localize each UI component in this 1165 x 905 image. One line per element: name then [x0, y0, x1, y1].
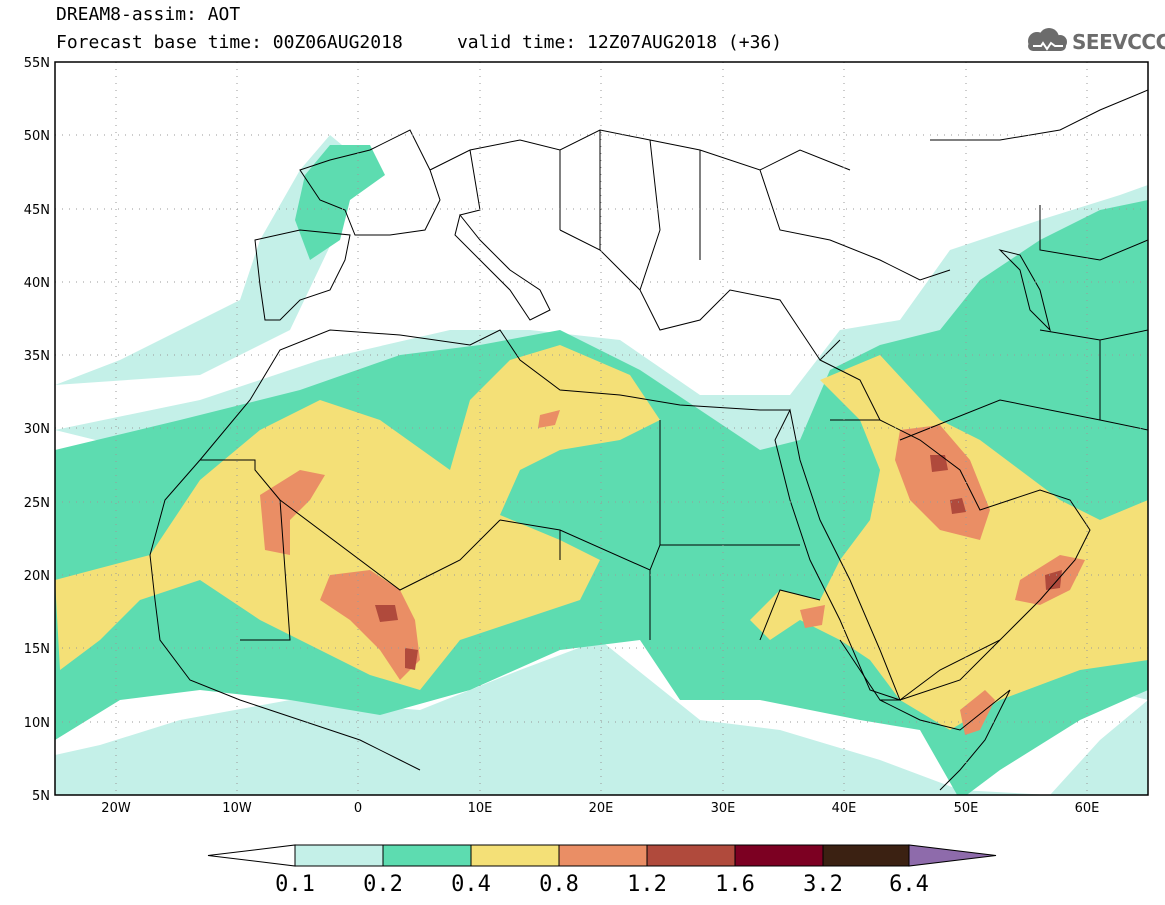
coastline-france [299, 129, 441, 236]
lat-tick-5n: 5N [32, 789, 50, 804]
colorbar-over-triangle [908, 844, 997, 867]
lat-tick-20n: 20N [24, 569, 50, 584]
lon-tick-10w: 10W [222, 801, 252, 816]
lon-tick-50e: 50E [954, 801, 979, 816]
lat-tick-50n: 50N [24, 129, 50, 144]
lat-tick-10n: 10N [24, 716, 50, 731]
lat-tick-25n: 25N [24, 496, 50, 511]
colorbar-label: 1.6 [715, 872, 755, 897]
colorbar-bin [646, 844, 736, 867]
coastline-balkans [559, 229, 841, 361]
lat-tick-15n: 15N [24, 642, 50, 657]
coastline-west-africa [149, 554, 421, 771]
lon-tick-labels: 20W 10W 0 10E 20E 30E 40E 50E 60E [101, 801, 1099, 816]
lon-tick-30e: 30E [711, 801, 736, 816]
lat-lon-grid [55, 62, 1148, 795]
forecast-base-time: Forecast base time: 00Z06AUG2018 [56, 32, 403, 53]
valid-time: valid time: 12Z07AUG2018 (+36) [456, 32, 783, 53]
aot-band-0.4 [55, 345, 1148, 730]
coastline-italy [454, 213, 551, 321]
time-info: Forecast base time: 00Z06AUG2018 valid t… [56, 33, 782, 53]
colorbar-label: 0.1 [275, 872, 315, 897]
colorbar-under-triangle [207, 844, 296, 867]
lon-tick-20w: 20W [101, 801, 131, 816]
border-central-asia [930, 89, 1148, 420]
colorbar-bin [294, 844, 384, 867]
colorbar-label: 3.2 [803, 872, 843, 897]
colorbar-bin [734, 844, 824, 867]
cloud-icon [1028, 28, 1067, 51]
lon-tick-40e: 40E [832, 801, 857, 816]
coastline-caspian [998, 249, 1051, 332]
map-outlines [149, 89, 1148, 791]
coastline-iberia [254, 229, 351, 321]
lat-tick-30n: 30N [24, 422, 50, 437]
colorbar-bin [558, 844, 648, 867]
lat-tick-55n: 55N [24, 56, 50, 71]
colorbar-bin [822, 844, 910, 867]
lat-tick-45n: 45N [24, 203, 50, 218]
border-east-africa [759, 359, 1148, 701]
lat-tick-labels: 55N 50N 45N 40N 35N 30N 25N 20N 15N 10N … [24, 56, 50, 804]
coastline-north-africa [149, 329, 790, 556]
colorbar-label: 6.4 [889, 872, 929, 897]
lon-tick-20e: 20E [589, 801, 614, 816]
colorbar-label: 1.2 [627, 872, 667, 897]
colorbar-bin [470, 844, 560, 867]
aot-field [55, 135, 1148, 795]
coastline-red-sea [774, 408, 901, 701]
lat-tick-35n: 35N [24, 349, 50, 364]
coastline-horn [879, 689, 1011, 791]
colorbar-label: 0.2 [363, 872, 403, 897]
colorbar-label: 0.4 [451, 872, 491, 897]
lat-tick-40n: 40N [24, 276, 50, 291]
colorbar-bin [382, 844, 472, 867]
border-europe [429, 129, 951, 291]
seevccc-logo: SEEVCCC [1072, 30, 1165, 54]
plot-frame [54, 61, 1149, 796]
lon-tick-60e: 60E [1075, 801, 1100, 816]
colorbar [207, 844, 997, 867]
border-sahara [200, 420, 780, 641]
map-title: DREAM8-assim: AOT [56, 4, 241, 25]
lon-tick-0: 0 [354, 801, 362, 816]
colorbar-label: 0.8 [539, 872, 579, 897]
lon-tick-10e: 10E [468, 801, 493, 816]
